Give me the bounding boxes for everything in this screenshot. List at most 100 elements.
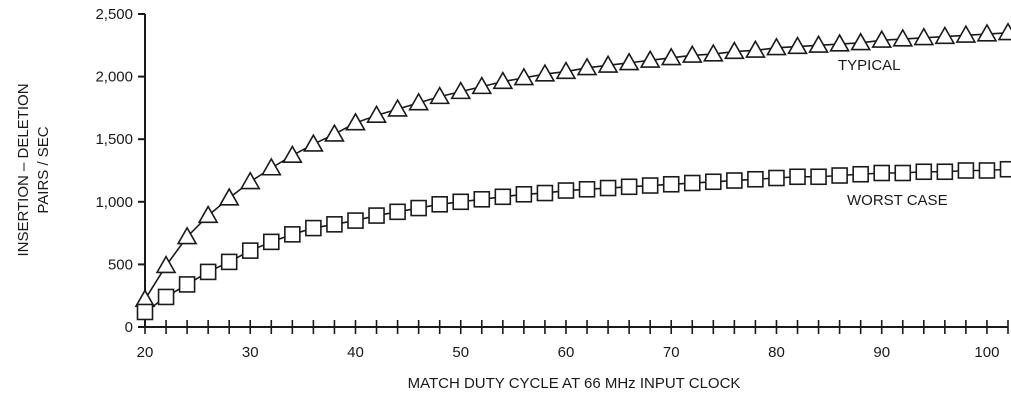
triangle-marker xyxy=(597,54,619,73)
square-marker xyxy=(894,164,912,182)
triangle-marker xyxy=(723,40,745,60)
y-axis-title-line2: PAIRS / SEC xyxy=(35,126,52,213)
y-tick-label: 500 xyxy=(108,256,133,273)
y-tick-label: 1,500 xyxy=(95,131,133,148)
square-marker xyxy=(473,190,491,208)
square-marker xyxy=(515,185,533,203)
x-tick-label: 20 xyxy=(137,344,154,361)
x-tick-label: 70 xyxy=(663,344,680,361)
square-marker xyxy=(873,164,891,182)
triangle-marker xyxy=(745,39,766,58)
square-marker xyxy=(978,162,996,179)
y-tick-label: 2,000 xyxy=(95,69,133,86)
square-marker xyxy=(705,173,722,191)
triangle-marker xyxy=(702,43,724,62)
square-marker xyxy=(852,165,869,183)
triangle-marker xyxy=(955,24,977,43)
x-tick-label: 40 xyxy=(347,344,364,361)
triangle-marker xyxy=(366,104,387,123)
series-label-typical: TYPICAL xyxy=(838,57,901,74)
square-marker xyxy=(220,253,238,271)
triangle-marker xyxy=(197,204,219,224)
triangle-marker xyxy=(239,171,261,190)
square-marker xyxy=(957,162,975,179)
triangle-marker xyxy=(766,37,787,56)
square-marker xyxy=(178,276,196,293)
triangle-marker xyxy=(450,81,472,100)
triangle-marker xyxy=(892,28,914,47)
triangle-marker xyxy=(829,33,850,52)
y-axis-title-line1: INSERTION – DELETION xyxy=(15,83,32,256)
square-marker xyxy=(262,233,280,251)
square-marker xyxy=(284,226,301,243)
x-tick-label: 30 xyxy=(242,344,259,361)
square-marker xyxy=(494,188,512,206)
triangle-marker xyxy=(913,27,935,46)
triangle-marker xyxy=(660,47,682,66)
square-marker xyxy=(999,160,1011,178)
triangle-marker xyxy=(534,63,556,82)
square-marker xyxy=(452,193,470,211)
triangle-marker xyxy=(281,144,303,164)
x-tick-label: 60 xyxy=(558,344,575,361)
x-axis-title: MATCH DUTY CYCLE AT 66 MHz INPUT CLOCK xyxy=(408,375,741,392)
square-marker xyxy=(431,196,448,213)
triangle-marker xyxy=(808,34,829,53)
triangle-marker xyxy=(555,60,577,80)
triangle-marker xyxy=(934,25,956,45)
square-marker xyxy=(389,203,406,221)
series-worst-case xyxy=(136,160,1011,321)
series-layer xyxy=(134,22,1011,321)
square-marker xyxy=(936,163,954,181)
y-tick-label: 0 xyxy=(125,319,133,336)
square-marker xyxy=(662,175,680,193)
triangle-marker xyxy=(260,157,282,176)
triangle-marker xyxy=(997,22,1011,41)
square-marker xyxy=(789,168,806,186)
axes: 0 500 1,000 1,500 2,000 2,500 20 30 40 50 60 70 80 90… xyxy=(95,6,1009,361)
triangle-marker xyxy=(387,98,408,117)
series-label-worst-case: WORST CASE xyxy=(847,192,948,209)
square-marker xyxy=(136,303,154,321)
triangle-marker xyxy=(492,70,514,90)
triangle-marker xyxy=(681,44,703,63)
triangle-marker xyxy=(155,255,177,274)
square-marker xyxy=(241,242,259,259)
square-marker xyxy=(810,168,827,186)
square-marker xyxy=(726,172,743,189)
triangle-marker xyxy=(429,86,451,105)
square-marker xyxy=(915,163,933,181)
triangle-marker xyxy=(976,23,998,42)
square-marker xyxy=(326,216,343,233)
square-marker xyxy=(683,174,701,192)
square-marker xyxy=(831,167,848,184)
triangle-marker xyxy=(618,52,640,71)
square-marker xyxy=(305,219,322,237)
triangle-marker xyxy=(576,57,598,76)
triangle-marker xyxy=(871,29,893,48)
square-marker xyxy=(578,180,596,198)
triangle-marker xyxy=(639,49,661,68)
square-marker xyxy=(157,288,175,306)
square-marker xyxy=(747,170,764,188)
triangle-marker xyxy=(176,226,198,245)
square-marker xyxy=(599,179,617,197)
square-marker xyxy=(768,169,785,187)
y-tick-label: 1,000 xyxy=(95,194,133,211)
square-marker xyxy=(641,177,659,194)
x-tick-label: 100 xyxy=(974,344,999,361)
triangle-marker xyxy=(345,112,366,131)
x-tick-label: 50 xyxy=(452,344,469,361)
triangle-marker xyxy=(218,187,240,206)
triangle-marker xyxy=(471,76,493,95)
x-tick-label: 90 xyxy=(873,344,890,361)
square-marker xyxy=(199,263,217,281)
y-tick-label: 2,500 xyxy=(95,6,133,23)
series-typical xyxy=(134,22,1011,308)
square-marker xyxy=(410,199,427,217)
square-marker xyxy=(536,184,554,202)
triangle-marker xyxy=(513,67,535,86)
triangle-marker xyxy=(303,133,324,152)
square-marker xyxy=(620,178,638,196)
